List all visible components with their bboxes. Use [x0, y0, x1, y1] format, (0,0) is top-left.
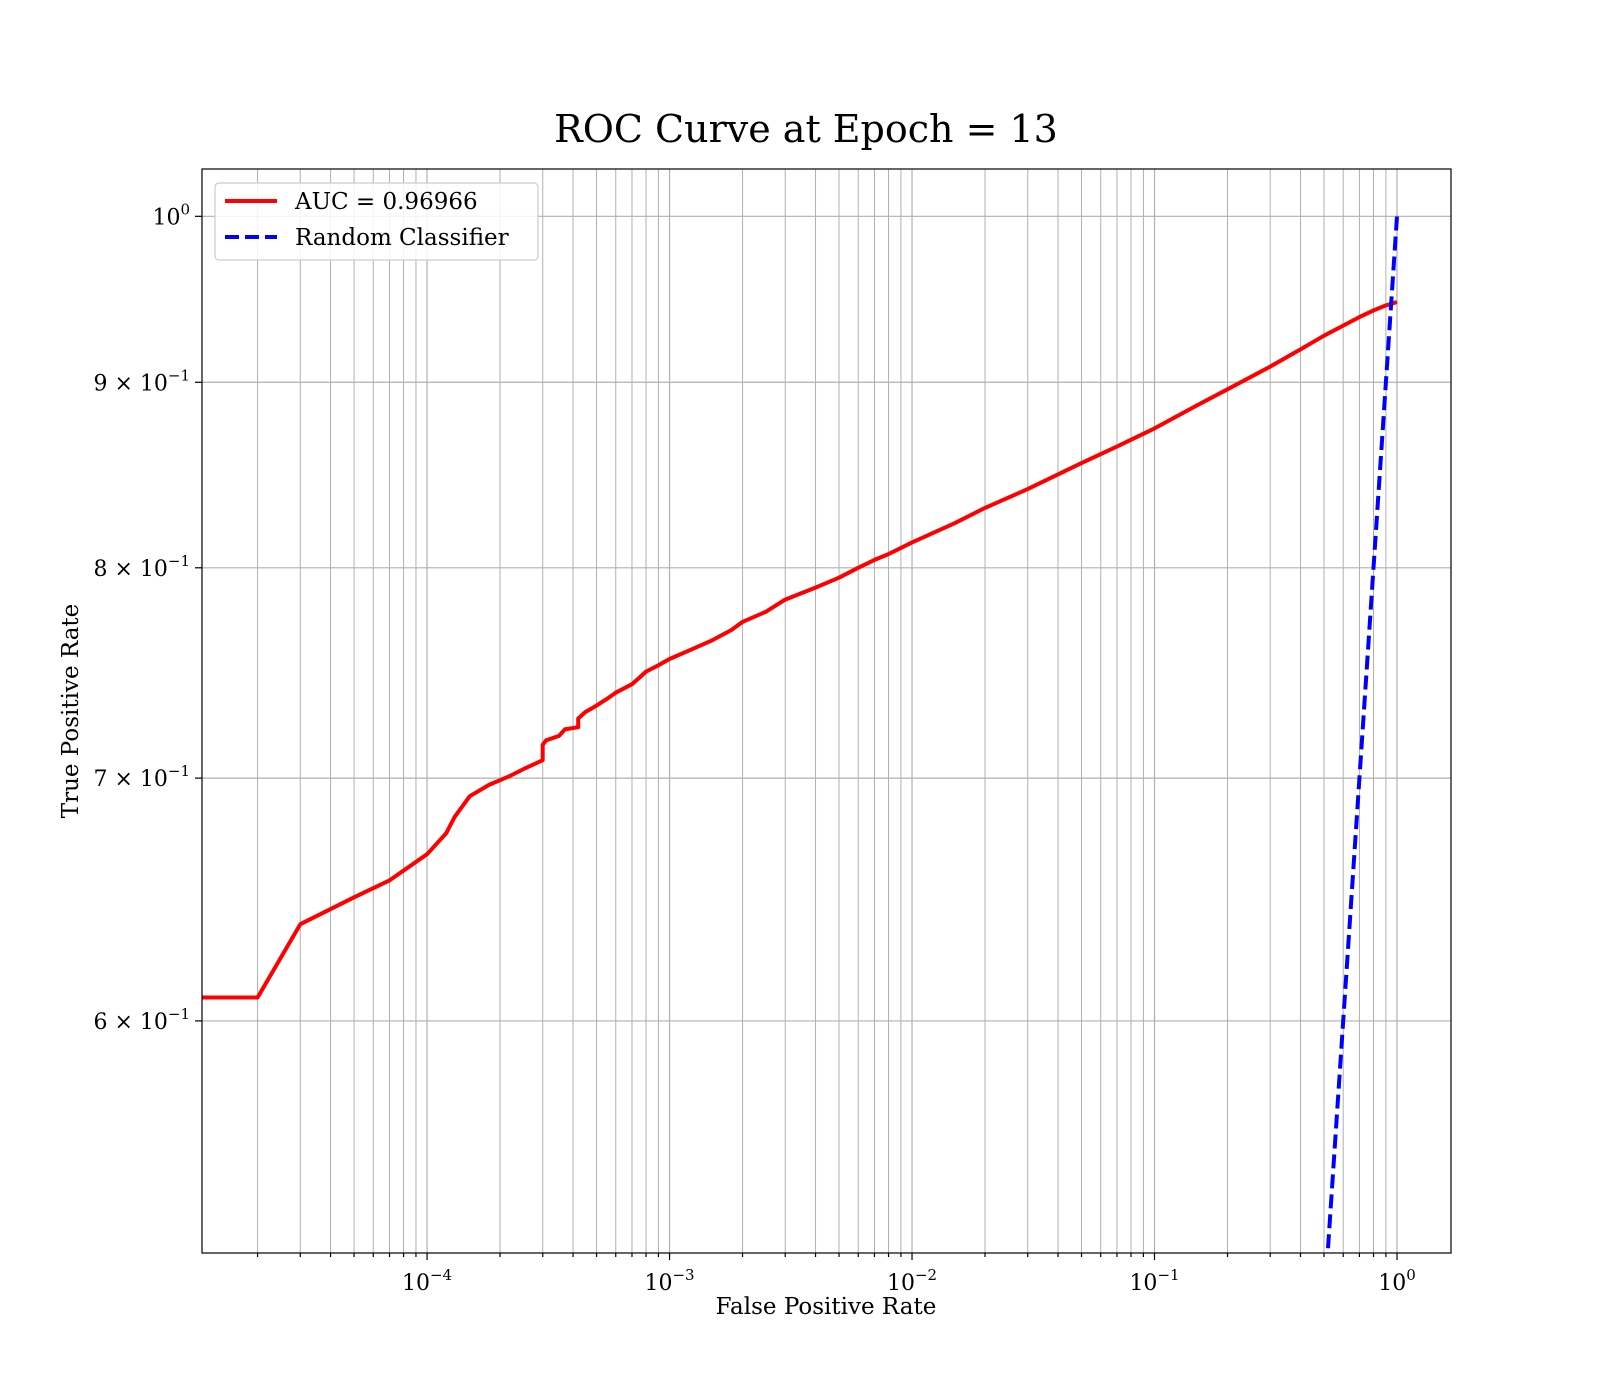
- y-tick-base: 8 × 10: [93, 557, 167, 582]
- y-tick-exponent: −1: [168, 366, 190, 384]
- y-tick-exponent: −1: [168, 1005, 190, 1023]
- roc-curve-line: [202, 300, 1398, 1000]
- y-tick-exponent: −1: [168, 762, 190, 780]
- legend-entry-auc: AUC = 0.96966: [294, 189, 478, 215]
- y-tick-base: 6 × 10: [93, 1010, 167, 1035]
- y-tick-label: 8 × 10−1: [93, 552, 190, 582]
- chart-title: ROC Curve at Epoch = 13: [554, 107, 1058, 151]
- x-tick-label: 10−2: [887, 1266, 937, 1296]
- y-tick-base: 10: [152, 205, 180, 230]
- x-tick-label: 10−3: [644, 1266, 694, 1296]
- legend-box: [214, 182, 539, 261]
- legend-entry-random: Random Classifier: [295, 225, 509, 251]
- x-tick-base: 10: [644, 1271, 672, 1296]
- x-tick-label: 10−4: [402, 1266, 452, 1296]
- y-tick-exponent: −1: [168, 552, 190, 570]
- y-tick-base: 7 × 10: [93, 767, 167, 792]
- y-tick-label: 100: [152, 200, 190, 230]
- x-tick-exponent: −2: [915, 1266, 937, 1284]
- random-classifier-line: [1325, 216, 1399, 1253]
- x-tick-exponent: 0: [1406, 1266, 1416, 1284]
- x-tick-label: 100: [1378, 1266, 1416, 1296]
- y-tick-exponent: 0: [180, 200, 190, 218]
- x-tick-base: 10: [1129, 1271, 1157, 1296]
- x-tick-label: 10−1: [1129, 1266, 1179, 1296]
- y-tick-label: 9 × 10−1: [93, 366, 190, 396]
- plot-series: [202, 216, 1399, 1253]
- y-axis-label: True Positive Rate: [58, 604, 84, 819]
- x-tick-base: 10: [887, 1271, 915, 1296]
- grid: [202, 169, 1451, 1253]
- y-tick-base: 9 × 10: [93, 371, 167, 396]
- x-tick-exponent: −1: [1157, 1266, 1179, 1284]
- x-tick-base: 10: [402, 1271, 430, 1296]
- legend: AUC = 0.96966 Random Classifier: [214, 182, 539, 261]
- y-tick-label: 7 × 10−1: [93, 762, 190, 792]
- y-tick-label: 6 × 10−1: [93, 1005, 190, 1035]
- x-tick-base: 10: [1378, 1271, 1406, 1296]
- x-tick-exponent: −3: [672, 1266, 694, 1284]
- plot-frame: [201, 168, 1452, 1254]
- x-axis-label: False Positive Rate: [716, 1294, 937, 1320]
- x-tick-exponent: −4: [430, 1266, 452, 1284]
